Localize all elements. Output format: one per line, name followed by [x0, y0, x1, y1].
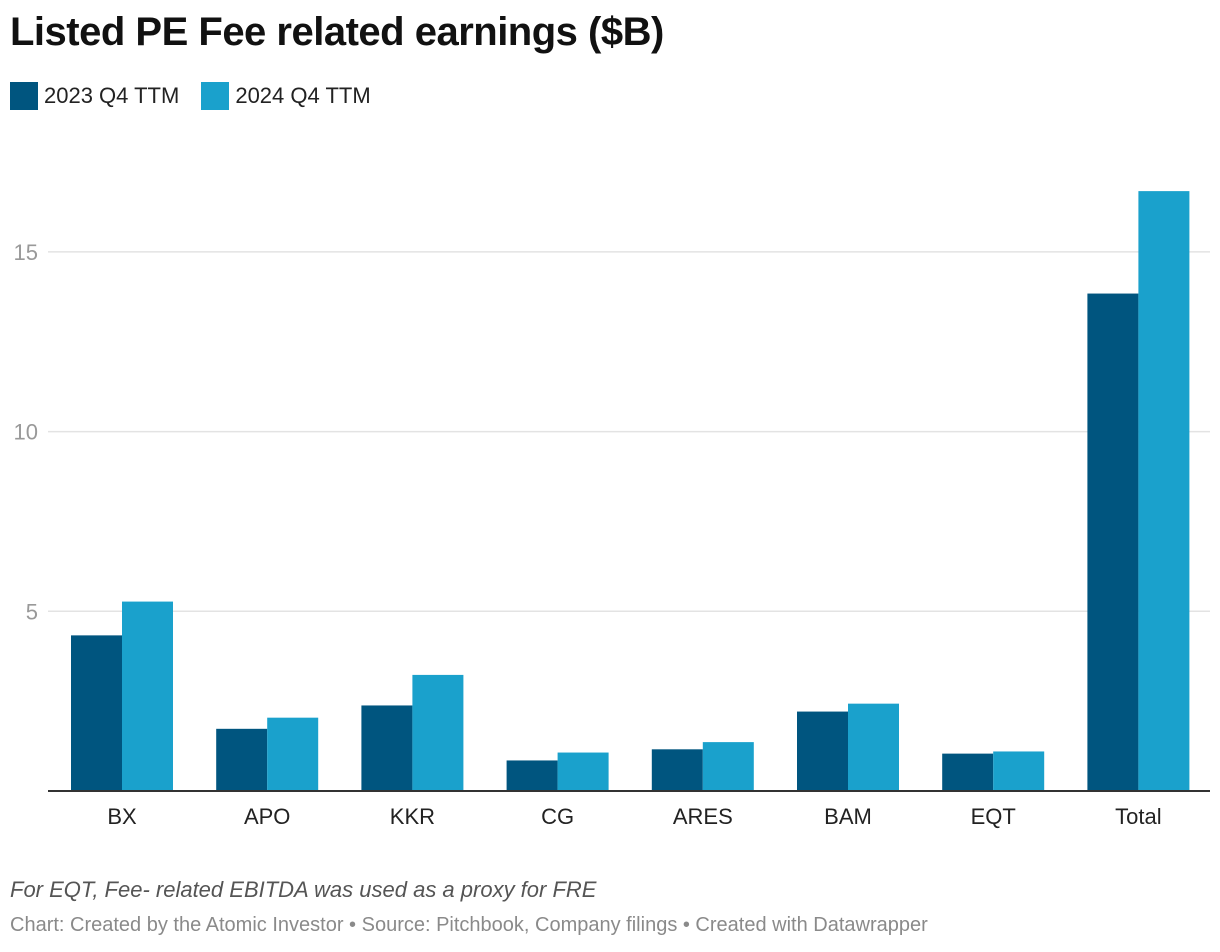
legend-swatch-2023: [10, 82, 38, 110]
x-tick-label: ARES: [673, 804, 733, 829]
bar-2024: [557, 752, 609, 791]
chart-note: For EQT, Fee- related EBITDA was used as…: [10, 877, 597, 902]
bar-2024: [122, 601, 173, 791]
x-tick-label: KKR: [390, 804, 435, 829]
x-tick-label: Total: [1115, 804, 1161, 829]
chart-credit: Chart: Created by the Atomic Investor • …: [10, 914, 928, 936]
chart-title: Listed PE Fee related earnings ($B): [10, 10, 664, 54]
legend-item-2023: 2023 Q4 TTM: [10, 82, 179, 110]
legend-swatch-2024: [201, 82, 230, 110]
bar-2023: [361, 705, 413, 791]
bar-2024: [267, 717, 319, 791]
bar-2024: [993, 751, 1045, 791]
chart-legend: 2023 Q4 TTM 2024 Q4 TTM: [10, 82, 393, 110]
bar-2024: [848, 703, 899, 791]
bar-2023: [216, 728, 268, 791]
x-tick-label: BX: [107, 804, 137, 829]
bar-2023: [797, 711, 848, 791]
x-tick-label: CG: [541, 804, 574, 829]
legend-label-2024: 2024 Q4 TTM: [235, 83, 371, 108]
y-tick-label: 15: [14, 240, 38, 265]
x-tick-label: APO: [244, 804, 290, 829]
bar-2023: [506, 760, 558, 791]
x-tick-label: BAM: [824, 804, 872, 829]
bar-2024: [702, 742, 754, 791]
y-tick-label: 10: [14, 420, 38, 445]
bar-2023: [71, 635, 122, 791]
y-tick-label: 5: [26, 599, 38, 624]
bar-2024: [412, 674, 464, 791]
bar-2024: [1138, 191, 1190, 791]
bar-2023: [1087, 293, 1139, 791]
x-tick-label: EQT: [971, 804, 1016, 829]
legend-item-2024: 2024 Q4 TTM: [201, 82, 371, 110]
bar-2023: [942, 753, 994, 791]
legend-label-2023: 2023 Q4 TTM: [44, 83, 180, 108]
bar-2023: [651, 749, 703, 791]
